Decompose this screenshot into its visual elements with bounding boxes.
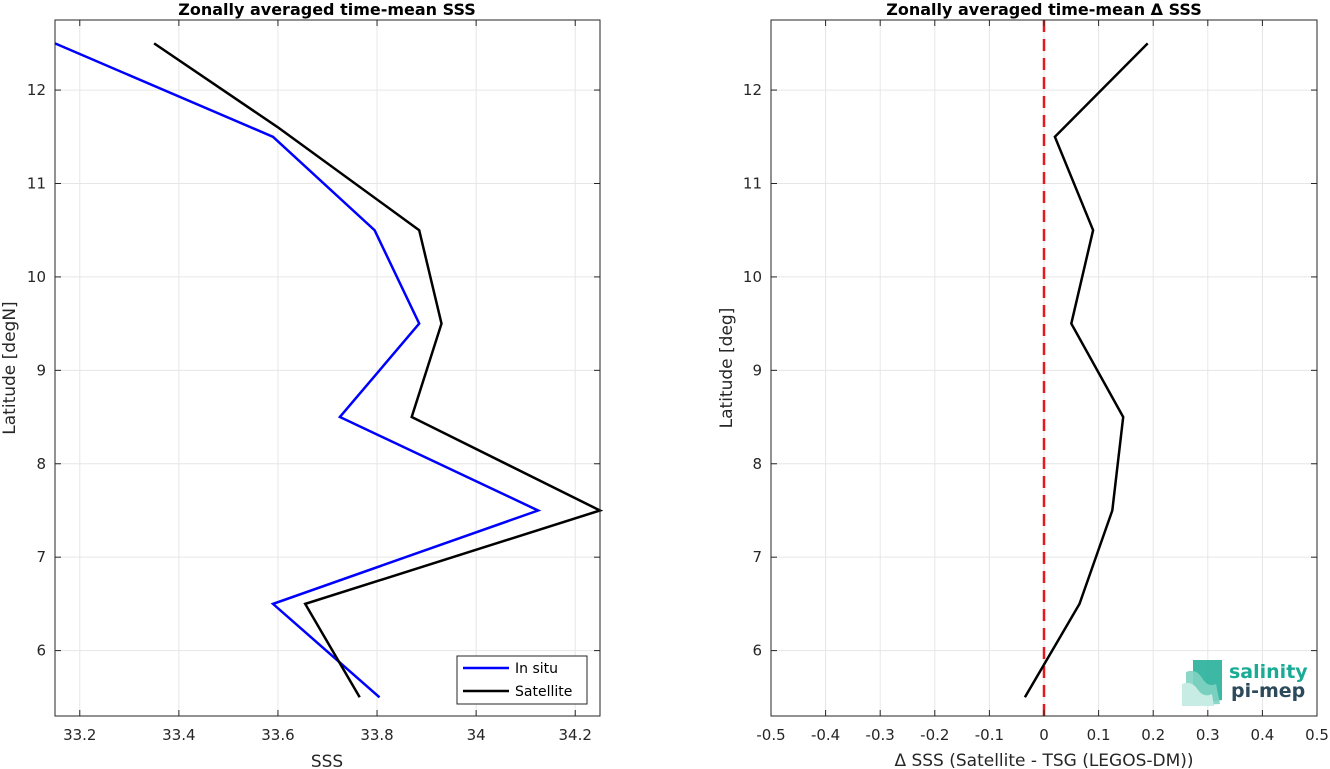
legend: In situ Satellite — [456, 655, 588, 705]
delta-sss-y-tick-label: 7 — [752, 548, 762, 566]
delta-sss-x-tick-label: 0.1 — [1087, 726, 1111, 744]
delta-sss-y-tick-label: 11 — [743, 174, 762, 192]
sss-y-tick-label: 6 — [36, 642, 46, 660]
sss-plot-area — [55, 20, 600, 716]
sss-x-tick-label: 33.6 — [261, 726, 294, 744]
delta-sss-x-tick-label: -0.5 — [756, 726, 785, 744]
delta-sss-x-tick-label: 0.5 — [1305, 726, 1329, 744]
delta-sss-y-tick-label: 12 — [743, 81, 762, 99]
delta-sss-x-tick-label: -0.3 — [866, 726, 895, 744]
sss-y-tick-label: 12 — [27, 81, 46, 99]
delta-sss-x-axis-label: Δ SSS (Satellite - TSG (LEGOS-DM)) — [894, 751, 1193, 769]
sss-satellite-line — [153, 42, 604, 698]
delta-sss-series-0-line — [1023, 42, 1149, 698]
legend-in-situ-label: In situ — [515, 661, 558, 677]
delta-sss-x-tick-label: 0.4 — [1250, 726, 1274, 744]
logo-text-pi-mep: pi-mep — [1231, 680, 1305, 702]
delta-sss-x-tick-label: 0.3 — [1196, 726, 1220, 744]
logo-text-salinity: salinity — [1229, 661, 1308, 683]
sss-y-tick-label: 11 — [27, 174, 46, 192]
delta-sss-x-tick-label: 0.2 — [1141, 726, 1165, 744]
sss-in-situ-line — [54, 42, 542, 699]
sss-y-tick-label: 8 — [36, 455, 46, 473]
sss-y-axis-label: Latitude [degN] — [0, 301, 20, 434]
legend-box — [456, 655, 588, 705]
delta-sss-y-tick-label: 10 — [743, 268, 762, 286]
sss-x-tick-label: 34.2 — [559, 726, 592, 744]
sss-y-tick-label: 10 — [27, 268, 46, 286]
sss-x-tick-label: 33.2 — [63, 726, 96, 744]
sss-x-tick-label: 33.4 — [162, 726, 195, 744]
delta-sss-x-tick-label: -0.1 — [975, 726, 1004, 744]
delta-sss-series-group — [1023, 20, 1149, 716]
sss-axes-box — [54, 19, 601, 717]
sss-ticks: 33.2 33.4 33.6 33.8 34 34.2 6 7 8 9 10 11 12 — [27, 20, 600, 744]
delta-sss-y-axis-label: Latitude [deg] — [717, 308, 737, 429]
sss-x-axis-label: SSS — [311, 752, 343, 769]
delta-sss-x-tick-label: -0.2 — [920, 726, 949, 744]
sss-panel: 33.2 33.4 33.6 33.8 34 34.2 6 7 8 9 10 11 12 Zonally… — [0, 0, 604, 769]
sss-y-tick-label: 9 — [36, 361, 46, 379]
delta-sss-y-tick-label: 9 — [752, 361, 762, 379]
sss-series-group — [54, 42, 604, 699]
sss-chart-title: Zonally averaged time-mean SSS — [178, 0, 476, 19]
legend-satellite-label: Satellite — [515, 684, 572, 700]
delta-sss-x-tick-label: 0 — [1039, 726, 1049, 744]
salinity-pi-mep-logo: salinity pi-mep — [1182, 660, 1308, 706]
sss-grid — [55, 20, 600, 716]
delta-sss-x-tick-label: -0.4 — [811, 726, 840, 744]
logo-waves-icon — [1182, 660, 1222, 706]
delta-sss-chart-title: Zonally averaged time-mean Δ SSS — [886, 0, 1202, 19]
delta-sss-y-tick-label: 8 — [752, 455, 762, 473]
sss-y-tick-label: 7 — [36, 548, 46, 566]
delta-sss-y-tick-label: 6 — [752, 642, 762, 660]
delta-sss-ticks: -0.5 -0.4 -0.3 -0.2 -0.1 0 0.1 0.2 0.3 0.4 0.5 6 7 8 9… — [743, 20, 1329, 744]
delta-sss-panel: -0.5 -0.4 -0.3 -0.2 -0.1 0 0.1 0.2 0.3 0.4 0.5 6 7 8 9… — [717, 0, 1329, 769]
sss-x-tick-label: 34 — [467, 726, 486, 744]
sss-x-tick-label: 33.8 — [360, 726, 393, 744]
